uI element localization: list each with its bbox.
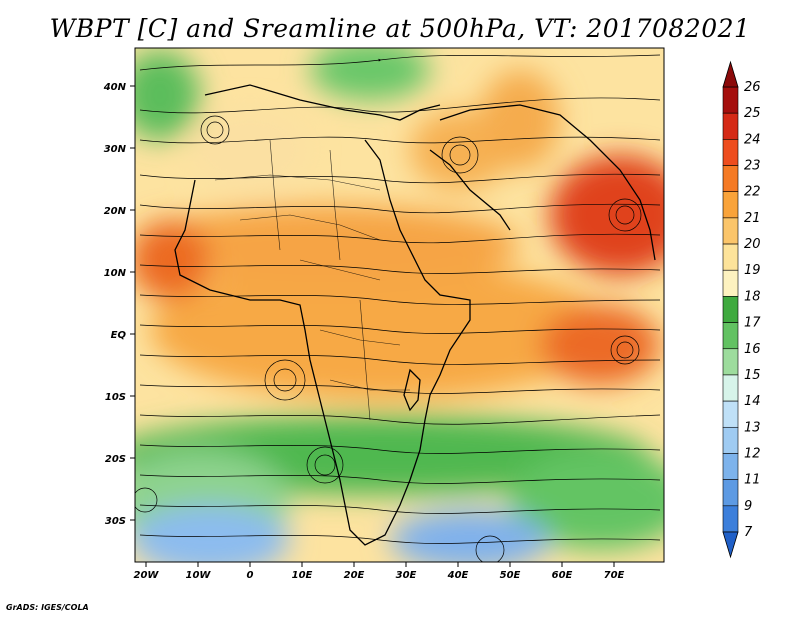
colorbar-top-arrow [722, 60, 739, 88]
colorbar-block [722, 322, 739, 350]
colorbar-label: 13 [744, 420, 761, 435]
lon-label: 30E [396, 570, 417, 581]
lat-label: 10N [104, 268, 127, 279]
colorbar-label: 14 [744, 394, 761, 409]
colorbar-block [722, 348, 739, 376]
lon-label: 10W [186, 570, 212, 581]
colorbar-label: 15 [744, 368, 761, 383]
colorbar-block [722, 453, 739, 480]
colorbar-block [722, 165, 739, 193]
colorbar-label: 26 [744, 80, 761, 95]
colorbar-label: 22 [744, 185, 761, 200]
colorbar-block [722, 400, 739, 428]
colorbar-label: 23 [744, 159, 761, 174]
colorbar-block [722, 112, 739, 140]
colorbar-block [722, 426, 739, 454]
colorbar-block [722, 191, 739, 219]
colorbar-block [722, 374, 739, 402]
colorbar-label: 12 [744, 446, 761, 461]
lon-label: 60E [552, 570, 573, 581]
colorbar-label: 19 [744, 263, 761, 278]
lat-label: 40N [103, 82, 127, 93]
colorbar-label: 9 [744, 499, 752, 514]
lat-label: 20N [104, 206, 127, 217]
colorbar-label: 25 [744, 106, 761, 121]
wbpt-field [135, 48, 664, 562]
colorbar-block [722, 505, 739, 533]
colorbar-bottom-arrow [722, 531, 739, 559]
colorbar-label: 18 [744, 289, 761, 304]
colorbar: 26 25 24 23 22 21 20 19 18 17 16 15 14 13 12 11 9 7 [722, 60, 761, 559]
lat-labels: 40N 30N 20N 10N EQ 10S 20S 30S [103, 82, 127, 527]
colorbar-block [722, 243, 739, 271]
lat-ticks [130, 85, 135, 521]
lon-label: 40E [447, 570, 469, 581]
lat-label: 30S [105, 516, 126, 527]
colorbar-block [722, 86, 739, 114]
colorbar-label: 7 [744, 525, 753, 540]
footer-credit: GrADS: IGES/COLA [6, 603, 89, 612]
streamlines [135, 54, 661, 562]
lon-ticks [145, 562, 615, 567]
lat-label: 30N [104, 144, 127, 155]
map-frame [134, 47, 665, 563]
colorbar-label: 21 [744, 211, 761, 226]
lon-label: 20W [134, 570, 160, 581]
colorbar-blocks [722, 86, 739, 533]
colorbar-block [722, 479, 739, 507]
country-borders [214, 139, 410, 421]
colorbar-label: 11 [744, 473, 761, 488]
lat-label: EQ [111, 330, 127, 341]
colorbar-label: 16 [744, 342, 761, 357]
colorbar-label: 20 [744, 237, 761, 252]
colorbar-labels: 26 25 24 23 22 21 20 19 18 17 16 15 14 13 12 11 9 7 [744, 80, 761, 540]
colorbar-block [722, 139, 739, 166]
coastlines [174, 84, 656, 546]
lon-label: 20E [344, 570, 365, 581]
lon-label: 10E [292, 570, 313, 581]
chart-title: WBPT [C] and Sreamline at 500hPa, VT: 20… [49, 14, 751, 43]
colorbar-block [722, 269, 739, 297]
colorbar-block [722, 217, 739, 245]
lat-label: 10S [105, 392, 126, 403]
lon-label: 0 [247, 570, 254, 581]
colorbar-block [722, 296, 739, 323]
colorbar-label: 17 [744, 316, 761, 331]
lon-labels: 20W 10W 0 10E 20E 30E 40E 50E 60E 70E [134, 570, 625, 581]
lon-label: 50E [500, 570, 521, 581]
lon-label: 70E [604, 570, 625, 581]
colorbar-label: 24 [744, 132, 761, 147]
lat-label: 20S [105, 454, 126, 465]
